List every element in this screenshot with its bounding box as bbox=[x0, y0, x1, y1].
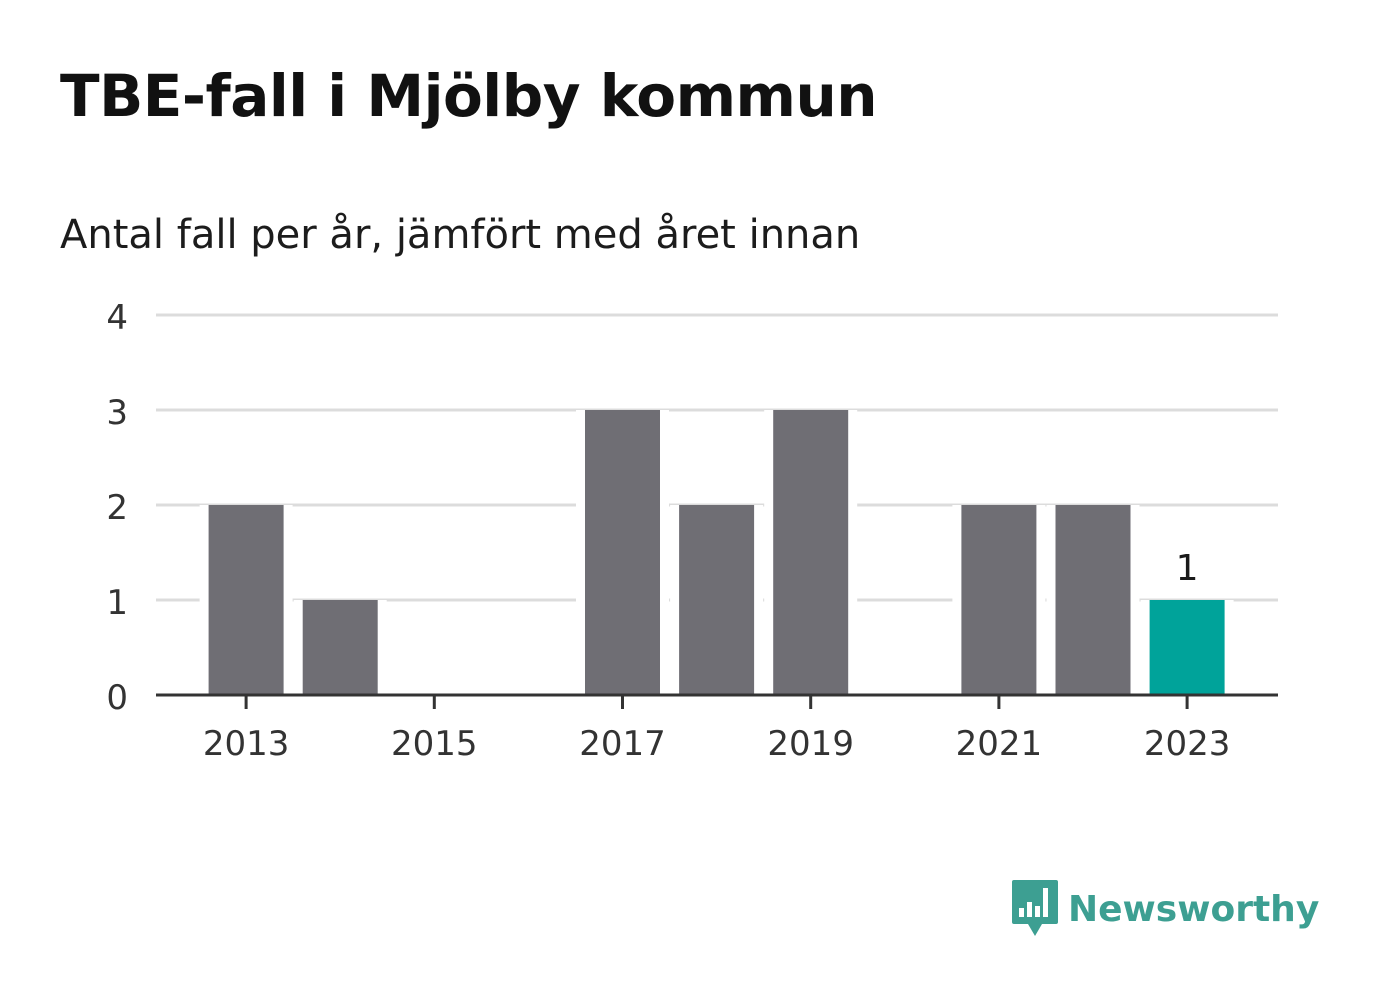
bar-2013 bbox=[208, 505, 284, 695]
chart-title: TBE-fall i Mjölby kommun bbox=[60, 62, 878, 130]
y-tick-label: 0 bbox=[106, 678, 128, 718]
bar-2023 bbox=[1149, 600, 1225, 695]
y-tick-label: 1 bbox=[106, 583, 128, 623]
bar-chart-speech-bubble-icon bbox=[1012, 880, 1058, 936]
bar-2017 bbox=[585, 410, 660, 695]
logo-text: Newsworthy bbox=[1068, 888, 1320, 930]
bar-2019 bbox=[773, 410, 849, 695]
x-tick-label: 2013 bbox=[203, 724, 290, 764]
bar-2021 bbox=[961, 505, 1037, 695]
y-tick-label: 3 bbox=[106, 393, 128, 433]
y-tick-label: 2 bbox=[106, 488, 128, 528]
x-tick-label: 2023 bbox=[1144, 724, 1231, 764]
x-tick-label: 2021 bbox=[956, 724, 1043, 764]
x-tick-label: 2015 bbox=[391, 724, 478, 764]
y-tick-label: 4 bbox=[106, 298, 128, 338]
bar-2014 bbox=[302, 600, 378, 695]
x-tick-label: 2019 bbox=[767, 724, 854, 764]
newsworthy-logo: Newsworthy bbox=[1010, 878, 1319, 940]
x-tick-label: 2017 bbox=[579, 724, 666, 764]
data-label: 1 bbox=[1176, 548, 1199, 589]
bar-2022 bbox=[1055, 505, 1131, 695]
bar-2018 bbox=[679, 505, 755, 695]
chart-subtitle: Antal fall per år, jämfört med året inna… bbox=[60, 212, 861, 258]
